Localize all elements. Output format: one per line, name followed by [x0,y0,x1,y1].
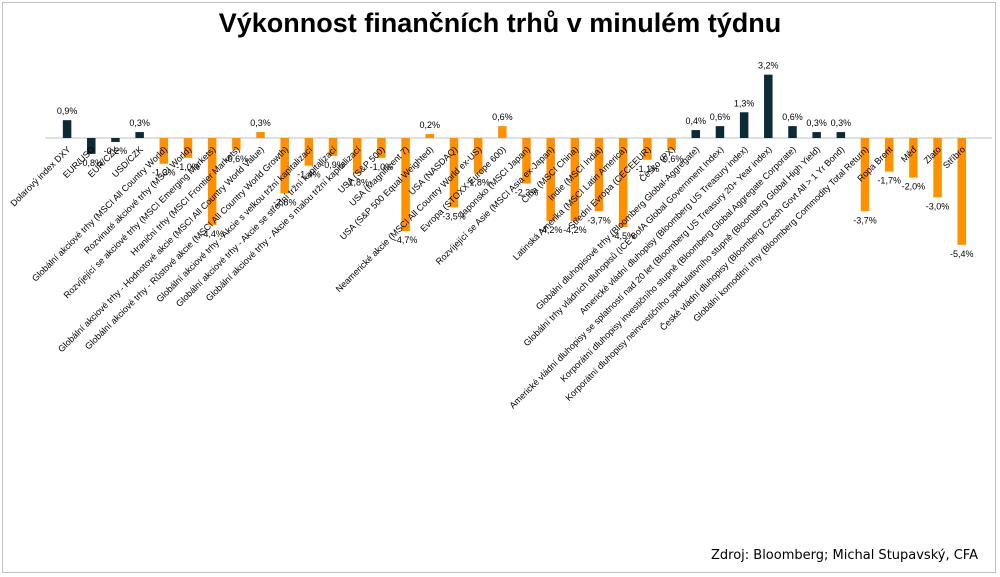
bar-value-label: -3,7% [853,215,877,225]
bar [522,138,531,184]
bar [183,138,193,158]
bar [691,130,701,138]
bar-value-label: -1,3% [152,168,176,178]
bar-value-label: -1,8% [345,178,369,188]
bar-value-label: -0,9% [321,160,345,170]
bar-value-label: -1,0% [370,162,394,172]
bar [788,126,797,138]
bar [570,138,580,222]
bar-value-label: -1,7% [877,176,901,186]
bar [739,112,749,138]
bar [304,138,314,166]
source-note: Zdroj: Bloomberg; Michal Stupavský, CFA [710,548,978,563]
bar-value-label: -4,7% [394,235,418,245]
bar-value-label: 0,6% [782,112,803,122]
bar [715,126,725,138]
bar [643,138,652,160]
bar [909,138,918,178]
bar-value-label: -1,1% [636,164,660,174]
bar [933,138,942,198]
bar-value-label: -1,8% [466,178,490,188]
bar [256,132,265,138]
bar [62,120,72,138]
bar [449,138,459,208]
bar-value-label: 0,3% [831,118,852,128]
bar-value-label: 0,3% [250,118,271,128]
bar-value-label: -5,4% [950,249,974,259]
bar-value-label: -2,3% [515,188,539,198]
category-label: Dolarový index DXY [8,144,72,208]
bar-value-label: 3,2% [758,61,779,71]
bar-value-label: -3,0% [926,201,950,211]
bar [111,138,120,142]
bar-value-label: -3,7% [587,215,611,225]
bar [594,138,604,212]
bar [884,138,894,172]
bar-value-label: -4,2% [563,225,587,235]
bar [232,138,241,150]
bar [328,138,338,156]
bar-value-label: 1,3% [734,98,755,108]
bar-value-label: -0,6% [225,154,249,164]
bar-value-label: -2,0% [902,182,926,192]
bar [87,138,96,154]
bar-value-label: 0,6% [492,112,513,122]
bar [425,134,435,138]
bar-value-label: -0,8% [80,158,104,168]
chart-title: Výkonnost finančních trhů v minulém týdn… [218,8,782,38]
bar-value-label: 0,9% [57,106,78,116]
bar [618,138,628,228]
bar-value-label: 0,4% [686,116,707,126]
bar [401,138,410,232]
bar [812,132,821,138]
bar [498,126,507,138]
bar [159,138,169,164]
bar-value-label: -2,8% [273,197,297,207]
bar-value-label: -0,6% [660,154,684,164]
bar-value-label: -3,5% [442,211,466,221]
bar [135,132,144,138]
bar-value-label: 0,2% [420,120,441,130]
bar [764,74,773,138]
bar [836,132,846,138]
bar-value-label: 0,6% [710,112,731,122]
bar-value-label: -4,5% [611,231,635,241]
bar [860,138,870,212]
bar-value-label: -4,2% [539,225,563,235]
bar-value-label: -4,4% [200,229,224,239]
bar [667,138,676,150]
bar-value-label: 0,3% [806,118,827,128]
bar-value-label: -1,0% [176,162,200,172]
bar [957,138,966,245]
bar [473,138,483,174]
bar-value-label: -1,4% [297,170,321,180]
bar-value-label: 0,3% [129,118,150,128]
bar [546,138,555,222]
bar-value-label: -0,2% [104,146,128,156]
bar [207,138,217,226]
bar [280,138,289,194]
bar [353,138,362,174]
bar [377,138,386,158]
